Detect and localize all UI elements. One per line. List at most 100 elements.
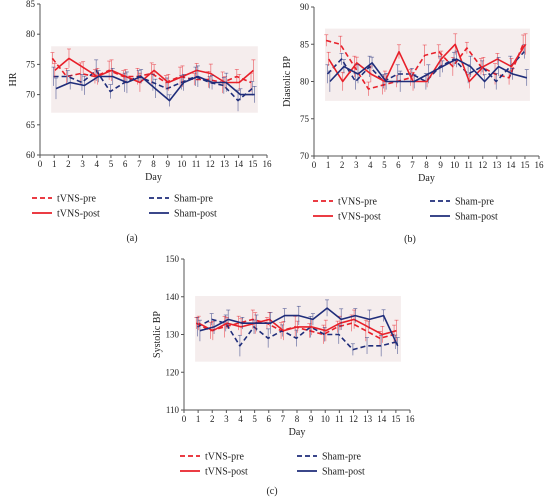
- x-tick-label: 14: [234, 159, 244, 169]
- legend-label: Sham-pre: [322, 452, 361, 463]
- x-tick-label: 11: [192, 159, 201, 169]
- series-line: [328, 43, 527, 83]
- x-tick-label: 4: [95, 159, 100, 169]
- x-axis-label: Day: [418, 173, 435, 184]
- x-tick-label: 9: [309, 414, 314, 424]
- legend-label: tVNS-post: [205, 467, 248, 478]
- legend-label: Sham-post: [455, 212, 498, 223]
- y-axis-label: HR: [8, 72, 19, 86]
- x-tick-label: 0: [38, 159, 43, 169]
- x-tick-label: 6: [267, 414, 272, 424]
- x-tick-label: 5: [109, 159, 114, 169]
- x-tick-label: 0: [312, 160, 317, 170]
- x-tick-label: 9: [165, 159, 170, 169]
- x-axis-label: Day: [145, 172, 162, 183]
- x-tick-label: 5: [382, 160, 387, 170]
- legend: tVNS-pre Sham-pre tVNS-post Sham-post: [313, 197, 498, 223]
- series-line: [54, 57, 254, 84]
- x-tick-label: 6: [123, 159, 128, 169]
- x-tick-label: 12: [478, 160, 487, 170]
- x-tick-label: 3: [80, 159, 85, 169]
- y-tick-label: 70: [26, 90, 36, 100]
- legend-label: tVNS-pre: [205, 452, 244, 463]
- x-tick-label: 0: [182, 414, 187, 424]
- legend-label: Sham-post: [174, 209, 217, 220]
- x-tick-label: 15: [520, 160, 530, 170]
- legend: tVNS-pre Sham-pre tVNS-post Sham-post: [32, 194, 217, 220]
- x-tick-label: 2: [66, 159, 71, 169]
- y-tick-label: 90: [300, 2, 310, 12]
- x-tick-label: 7: [410, 160, 415, 170]
- x-tick-label: 11: [335, 414, 344, 424]
- y-tick-label: 85: [26, 0, 36, 9]
- x-tick-label: 1: [52, 159, 57, 169]
- y-tick-label: 140: [166, 292, 180, 302]
- x-tick-label: 11: [464, 160, 473, 170]
- legend-label: tVNS-pre: [57, 194, 96, 205]
- y-tick-label: 60: [26, 150, 36, 160]
- series-line: [329, 58, 527, 83]
- x-tick-label: 2: [210, 414, 215, 424]
- y-tick-label: 80: [26, 29, 36, 39]
- x-tick-label: 16: [535, 160, 545, 170]
- x-tick-label: 16: [406, 414, 416, 424]
- legend-label: Sham-post: [322, 467, 365, 478]
- series-sham-post: [327, 50, 529, 92]
- x-tick-label: 4: [238, 414, 243, 424]
- x-tick-label: 10: [450, 160, 460, 170]
- x-tick-label: 1: [326, 160, 331, 170]
- x-tick-label: 6: [396, 160, 401, 170]
- series-line: [51, 57, 252, 84]
- x-tick-label: 8: [295, 414, 300, 424]
- x-tick-label: 3: [354, 160, 359, 170]
- panel-label: (b): [404, 234, 416, 245]
- x-axis-label: Day: [289, 427, 306, 438]
- y-tick-label: 85: [300, 39, 310, 49]
- x-tick-label: 13: [220, 159, 230, 169]
- legend-label: tVNS-pre: [338, 197, 377, 208]
- x-tick-label: 12: [349, 414, 358, 424]
- x-tick-label: 13: [363, 414, 373, 424]
- y-tick-label: 80: [300, 77, 310, 87]
- x-tick-label: 7: [137, 159, 142, 169]
- y-tick-label: 110: [166, 405, 180, 415]
- y-axis-label: Diastolic BP: [282, 56, 293, 107]
- series-line: [197, 318, 396, 351]
- series-line: [55, 75, 255, 102]
- x-tick-label: 12: [206, 159, 215, 169]
- x-tick-label: 3: [224, 414, 229, 424]
- x-tick-label: 2: [340, 160, 345, 170]
- y-tick-label: 65: [26, 120, 36, 130]
- series-tvns-post: [196, 309, 399, 343]
- series-sham-post: [53, 65, 257, 107]
- y-axis-label: Systolic BP: [152, 311, 163, 358]
- legend-label: tVNS-post: [57, 209, 100, 220]
- x-tick-label: 13: [492, 160, 502, 170]
- x-tick-label: 14: [506, 160, 516, 170]
- legend-label: Sham-pre: [455, 197, 494, 208]
- panel-label: (a): [126, 233, 137, 244]
- x-tick-label: 15: [391, 414, 401, 424]
- series-line: [53, 69, 253, 102]
- y-tick-label: 150: [166, 254, 180, 264]
- legend-label: Sham-pre: [174, 194, 213, 205]
- x-tick-label: 16: [263, 159, 273, 169]
- x-tick-label: 14: [377, 414, 387, 424]
- x-tick-label: 15: [248, 159, 258, 169]
- x-tick-label: 1: [196, 414, 201, 424]
- x-tick-label: 7: [281, 414, 286, 424]
- y-tick-label: 130: [166, 330, 180, 340]
- x-tick-label: 5: [252, 414, 257, 424]
- y-tick-label: 75: [300, 114, 310, 124]
- x-tick-label: 8: [151, 159, 156, 169]
- x-tick-label: 10: [177, 159, 187, 169]
- variance-band: [195, 295, 401, 362]
- legend-label: tVNS-post: [338, 212, 381, 223]
- x-tick-label: 8: [424, 160, 429, 170]
- series-sham-post: [197, 299, 400, 355]
- series-line: [199, 307, 399, 347]
